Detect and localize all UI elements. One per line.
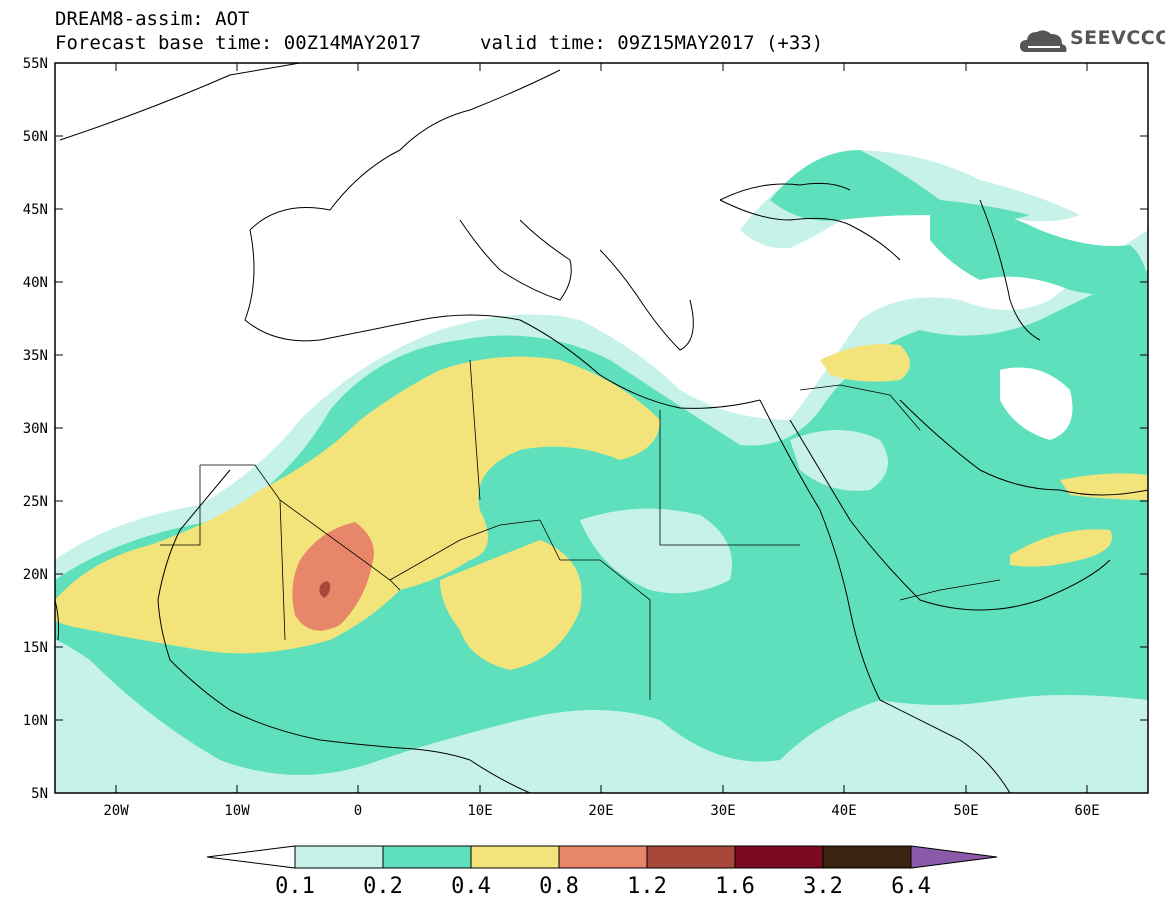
aot-contour-yellow-sahara [55,356,660,654]
forecast-base-time: Forecast base time: 00Z14MAY2017 [55,32,422,54]
colorbar-label: 0.1 [275,874,315,899]
colorbar-segment [382,845,472,869]
aot-hole-iran [1000,367,1073,440]
lat-label: 50N [23,129,48,145]
lon-label: 50E [953,803,978,819]
aot-hole-egypt [580,508,732,594]
colorbar-label: 1.2 [627,874,667,899]
aot-contour-yellow-oman [1010,529,1112,567]
lon-label: 60E [1074,803,1099,819]
borders [160,359,1001,700]
colorbar-label: 0.8 [539,874,579,899]
lat-label: 30N [23,421,48,437]
aot-hole-arabia [790,430,888,491]
colorbar-segment [734,845,824,869]
colorbar-segment [206,845,296,869]
lon-label: 20E [588,803,613,819]
lon-label: 30E [710,803,735,819]
lat-label: 20N [23,567,48,583]
coastlines [55,63,1148,793]
lat-label: 55N [23,56,48,72]
valid-time: valid time: 09Z15MAY2017 (+33) [480,32,824,54]
lat-label: 45N [23,202,48,218]
lat-label: 15N [23,640,48,656]
colorbar-segment [470,845,560,869]
colorbar-label: 6.4 [891,874,931,899]
aot-contour-teal-caspian [770,150,1030,223]
lon-label: 20W [103,803,129,819]
lat-label: 40N [23,275,48,291]
colorbar-segment [822,845,912,869]
map-title: DREAM8-assim: AOT [55,8,250,30]
aot-field [55,63,1148,793]
colorbar-segment [646,845,736,869]
colorbar-label: 3.2 [803,874,843,899]
lat-axis: 55N 50N 45N 40N 35N 30N 25N 20N 15N 10N … [23,56,1148,802]
colorbar-segment [910,845,998,869]
aot-contour-yellow-iraq [820,344,910,382]
lat-label: 25N [23,494,48,510]
colorbar: 0.1 0.2 0.4 0.8 1.2 1.6 3.2 6.4 [206,845,998,899]
lat-label: 5N [31,786,48,802]
aot-contour-orange [292,522,374,631]
colorbar-label: 0.4 [451,874,491,899]
lon-axis: 20W 10W 0 10E 20E 30E 40E 50E 60E [103,63,1100,819]
lat-label: 35N [23,348,48,364]
colorbar-label: 1.6 [715,874,755,899]
lon-label: 0 [354,803,362,819]
colorbar-segment [558,845,648,869]
lat-label: 10N [23,713,48,729]
logo-text: SEEVCCC [1070,27,1165,49]
lon-label: 10W [224,803,250,819]
lon-label: 40E [831,803,856,819]
colorbar-segment [294,845,384,869]
aot-contour-brown [319,581,331,598]
cloud-icon [1020,30,1067,52]
lon-label: 10E [467,803,492,819]
aot-contour-yellow-chad [440,540,582,670]
aot-contour-teal-central-asia [930,207,1148,295]
colorbar-label: 0.2 [363,874,403,899]
